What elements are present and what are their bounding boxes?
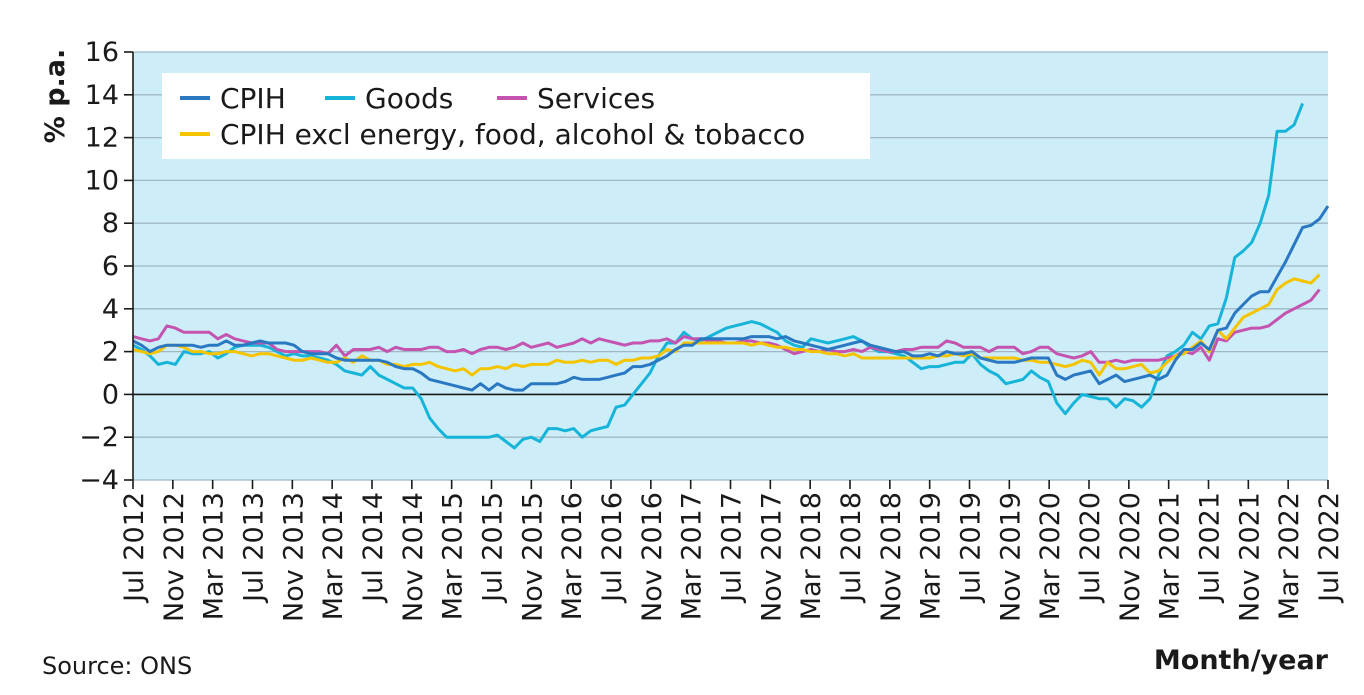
x-tick-label: Mar 2020 [1035,492,1066,620]
x-tick-label: Jul 2014 [358,492,389,604]
x-tick-label: Jul 2012 [119,492,150,604]
x-tick-label: Nov 2016 [637,492,668,622]
y-tick-label: 2 [102,337,119,368]
x-tick-label: Nov 2021 [1234,492,1265,622]
x-tick-label: Nov 2019 [995,492,1026,622]
x-axis-ticks: Jul 2012 Nov 2012 Mar 2013 Jul 2013 Nov 2013… [119,480,1345,622]
x-tick-label: Mar 2016 [557,492,588,620]
y-axis-label: % p.a. [40,49,71,144]
legend-label: Goods [365,82,453,115]
x-tick-label: Mar 2021 [1155,492,1186,620]
x-tick-label: Jul 2015 [478,492,509,604]
x-tick-label: Mar 2015 [438,492,469,620]
x-tick-label: Jul 2022 [1314,492,1345,604]
x-tick-label: Jul 2021 [1195,492,1226,604]
x-tick-label: Nov 2020 [1115,492,1146,622]
y-tick-label: 0 [102,379,119,410]
x-tick-label: Mar 2013 [199,492,230,620]
y-tick-label: 14 [85,80,119,111]
x-tick-label: Mar 2018 [796,492,827,620]
x-tick-label: Mar 2022 [1274,492,1305,620]
x-tick-label: Nov 2015 [517,492,548,622]
series-line-1 [132,102,1304,450]
y-tick-label: 6 [102,251,119,282]
y-axis-ticks: −4 −2 0 2 4 6 8 10 12 14 16 [79,37,133,496]
legend-label: Services [537,82,655,115]
y-tick-label: 8 [102,208,119,239]
x-tick-label: Nov 2018 [876,492,907,622]
y-tick-label: 10 [85,165,119,196]
x-tick-label: Nov 2017 [756,492,787,622]
x-tick-label: Jul 2019 [956,492,987,604]
x-tick-label: Mar 2017 [677,492,708,620]
y-tick-label: 4 [102,294,119,325]
series-line-3 [132,273,1321,377]
x-axis-label: Month/year [1154,645,1329,676]
x-tick-label: Nov 2014 [398,492,429,622]
legend-label: CPIH excl energy, food, alcohol & tobacc… [220,118,805,151]
x-tick-label: Mar 2019 [916,492,947,620]
x-tick-label: Jul 2017 [717,492,748,604]
series-lines [132,102,1330,450]
x-tick-label: Mar 2014 [318,492,349,620]
x-tick-label: Jul 2018 [836,492,867,604]
y-tick-label: 12 [85,123,119,154]
x-tick-label: Jul 2013 [239,492,270,604]
x-tick-label: Jul 2016 [597,492,628,604]
legend-box [162,73,870,159]
source-note: Source: ONS [42,652,192,680]
y-tick-label: −4 [79,465,119,496]
series-line-0 [132,205,1330,392]
legend-label: CPIH [220,82,286,115]
x-tick-label: Nov 2013 [278,492,309,622]
y-tick-label: −2 [79,422,119,453]
x-tick-label: Jul 2020 [1075,492,1106,604]
x-tick-label: Nov 2012 [159,492,190,622]
y-tick-label: 16 [85,37,119,68]
